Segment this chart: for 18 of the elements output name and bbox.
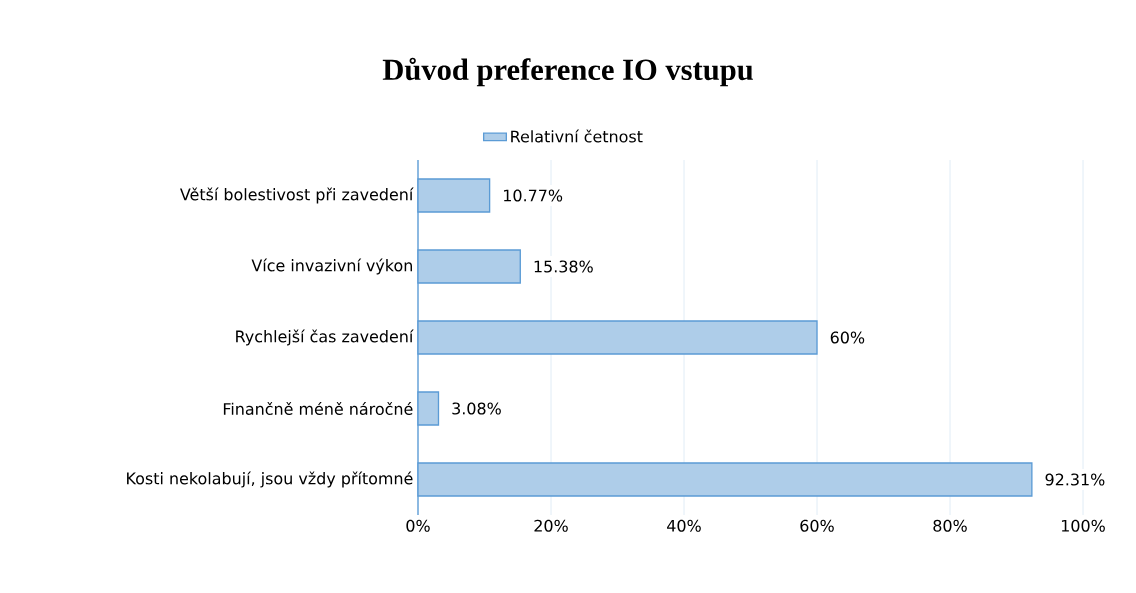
x-tick-label: 80% [933, 519, 967, 532]
data-label: 3.08% [452, 402, 501, 415]
chart-title: Důvod preference IO vstupu [382, 57, 753, 87]
x-tick-label: 60% [800, 519, 834, 532]
data-label: 92.31% [1045, 473, 1105, 486]
y-tick-label: Více invazivní výkon [251, 258, 412, 275]
y-tick-label: Kosti nekolabují, jsou vždy přítomné [127, 471, 413, 488]
x-tick-label: 0% [406, 519, 430, 532]
x-tick-label: 20% [534, 519, 568, 532]
legend-label: Relativní četnost [511, 129, 643, 143]
y-tick-label: Finančně méně náročné [223, 402, 413, 415]
y-tick-label: Větší bolestivost při zavedení [180, 187, 414, 204]
x-tick-label: 40% [667, 519, 701, 532]
y-tick-label: Rychlejší čas zavedení [236, 329, 414, 346]
data-label: 10.77% [504, 189, 563, 202]
data-label: 60% [830, 331, 865, 344]
data-label: 15.38% [534, 260, 593, 273]
x-tick-label: 100% [1061, 519, 1105, 532]
